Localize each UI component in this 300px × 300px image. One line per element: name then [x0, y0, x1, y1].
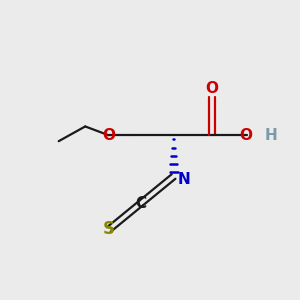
Text: N: N: [178, 172, 191, 187]
Text: C: C: [136, 196, 147, 211]
Text: S: S: [103, 220, 115, 238]
Text: O: O: [239, 128, 252, 143]
Text: O: O: [102, 128, 115, 143]
Text: H: H: [265, 128, 278, 143]
Text: O: O: [205, 80, 218, 95]
